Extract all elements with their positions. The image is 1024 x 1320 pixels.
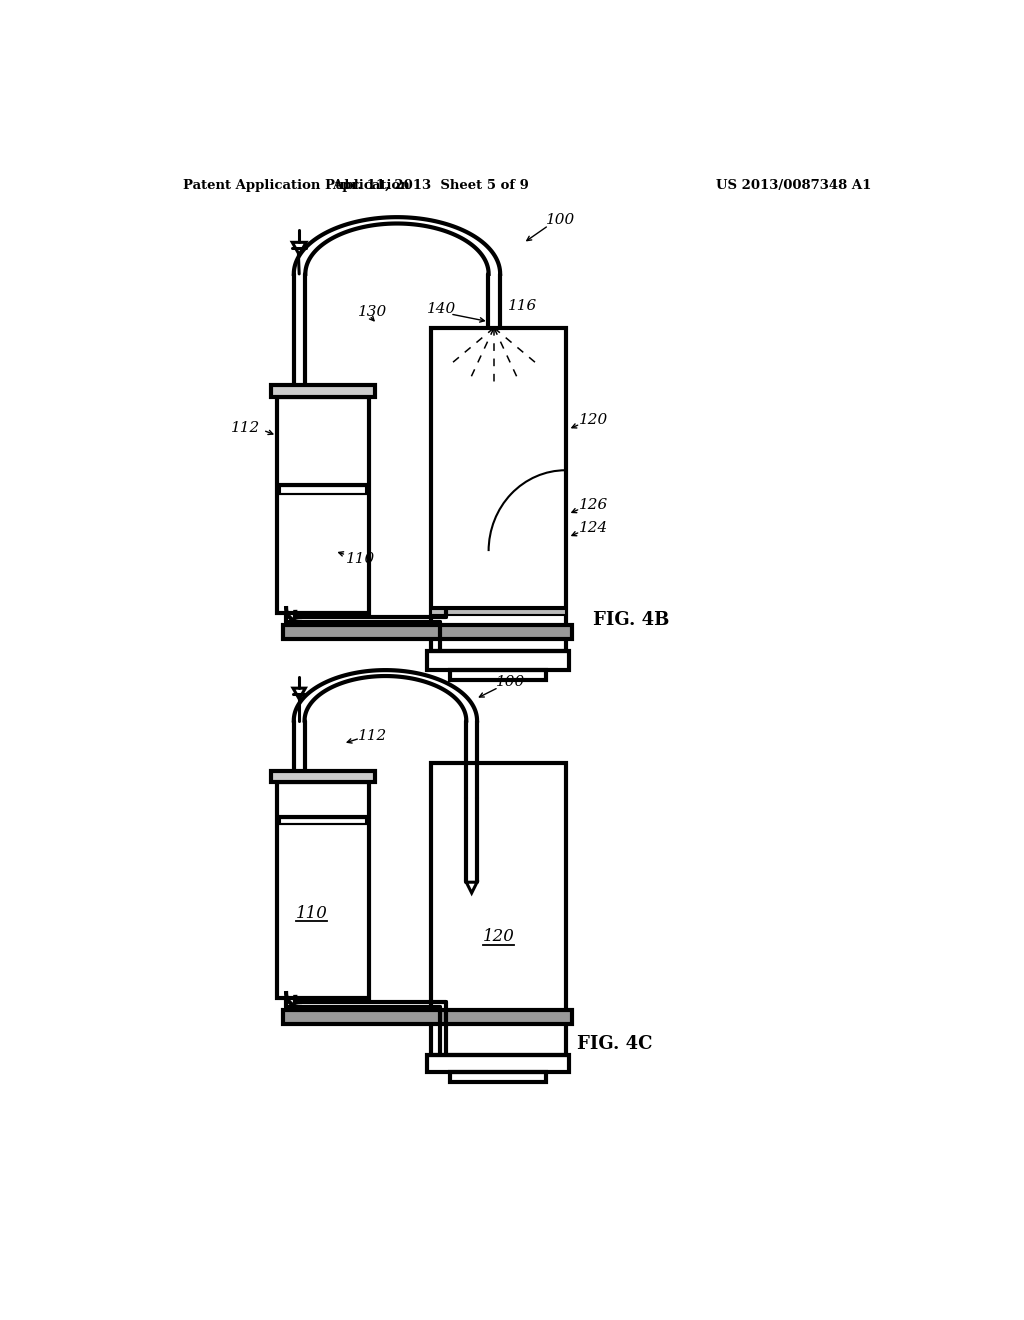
Bar [427, 651, 569, 671]
Text: 130: 130 [357, 305, 387, 319]
Bar [276, 781, 370, 998]
Text: FIG. 4C: FIG. 4C [578, 1035, 652, 1053]
Bar [431, 607, 565, 615]
Bar [276, 397, 370, 612]
Bar [431, 763, 565, 1056]
Bar [451, 1072, 547, 1081]
Bar [283, 626, 571, 639]
Text: 100: 100 [497, 675, 525, 689]
Text: Patent Application Publication: Patent Application Publication [183, 178, 410, 191]
Text: US 2013/0087348 A1: US 2013/0087348 A1 [716, 178, 871, 191]
Text: 140: 140 [427, 301, 457, 315]
Text: 126: 126 [579, 498, 608, 512]
Bar [431, 327, 565, 651]
Text: 124: 124 [579, 521, 608, 535]
Text: 110: 110 [346, 552, 376, 566]
Text: 116: 116 [508, 300, 538, 313]
Text: 112: 112 [230, 421, 260, 434]
Text: 112: 112 [357, 729, 387, 743]
Text: 120: 120 [579, 413, 608, 428]
Text: FIG. 4B: FIG. 4B [593, 611, 669, 630]
Bar [280, 817, 367, 825]
Bar [270, 385, 376, 397]
Bar [427, 1056, 569, 1072]
Text: 110: 110 [296, 904, 328, 921]
Bar [451, 671, 547, 680]
Bar [283, 1010, 571, 1024]
Text: 100: 100 [547, 213, 575, 227]
Text: 120: 120 [482, 928, 514, 945]
Bar [280, 486, 367, 494]
Bar [270, 771, 376, 781]
Text: Apr. 11, 2013  Sheet 5 of 9: Apr. 11, 2013 Sheet 5 of 9 [333, 178, 529, 191]
